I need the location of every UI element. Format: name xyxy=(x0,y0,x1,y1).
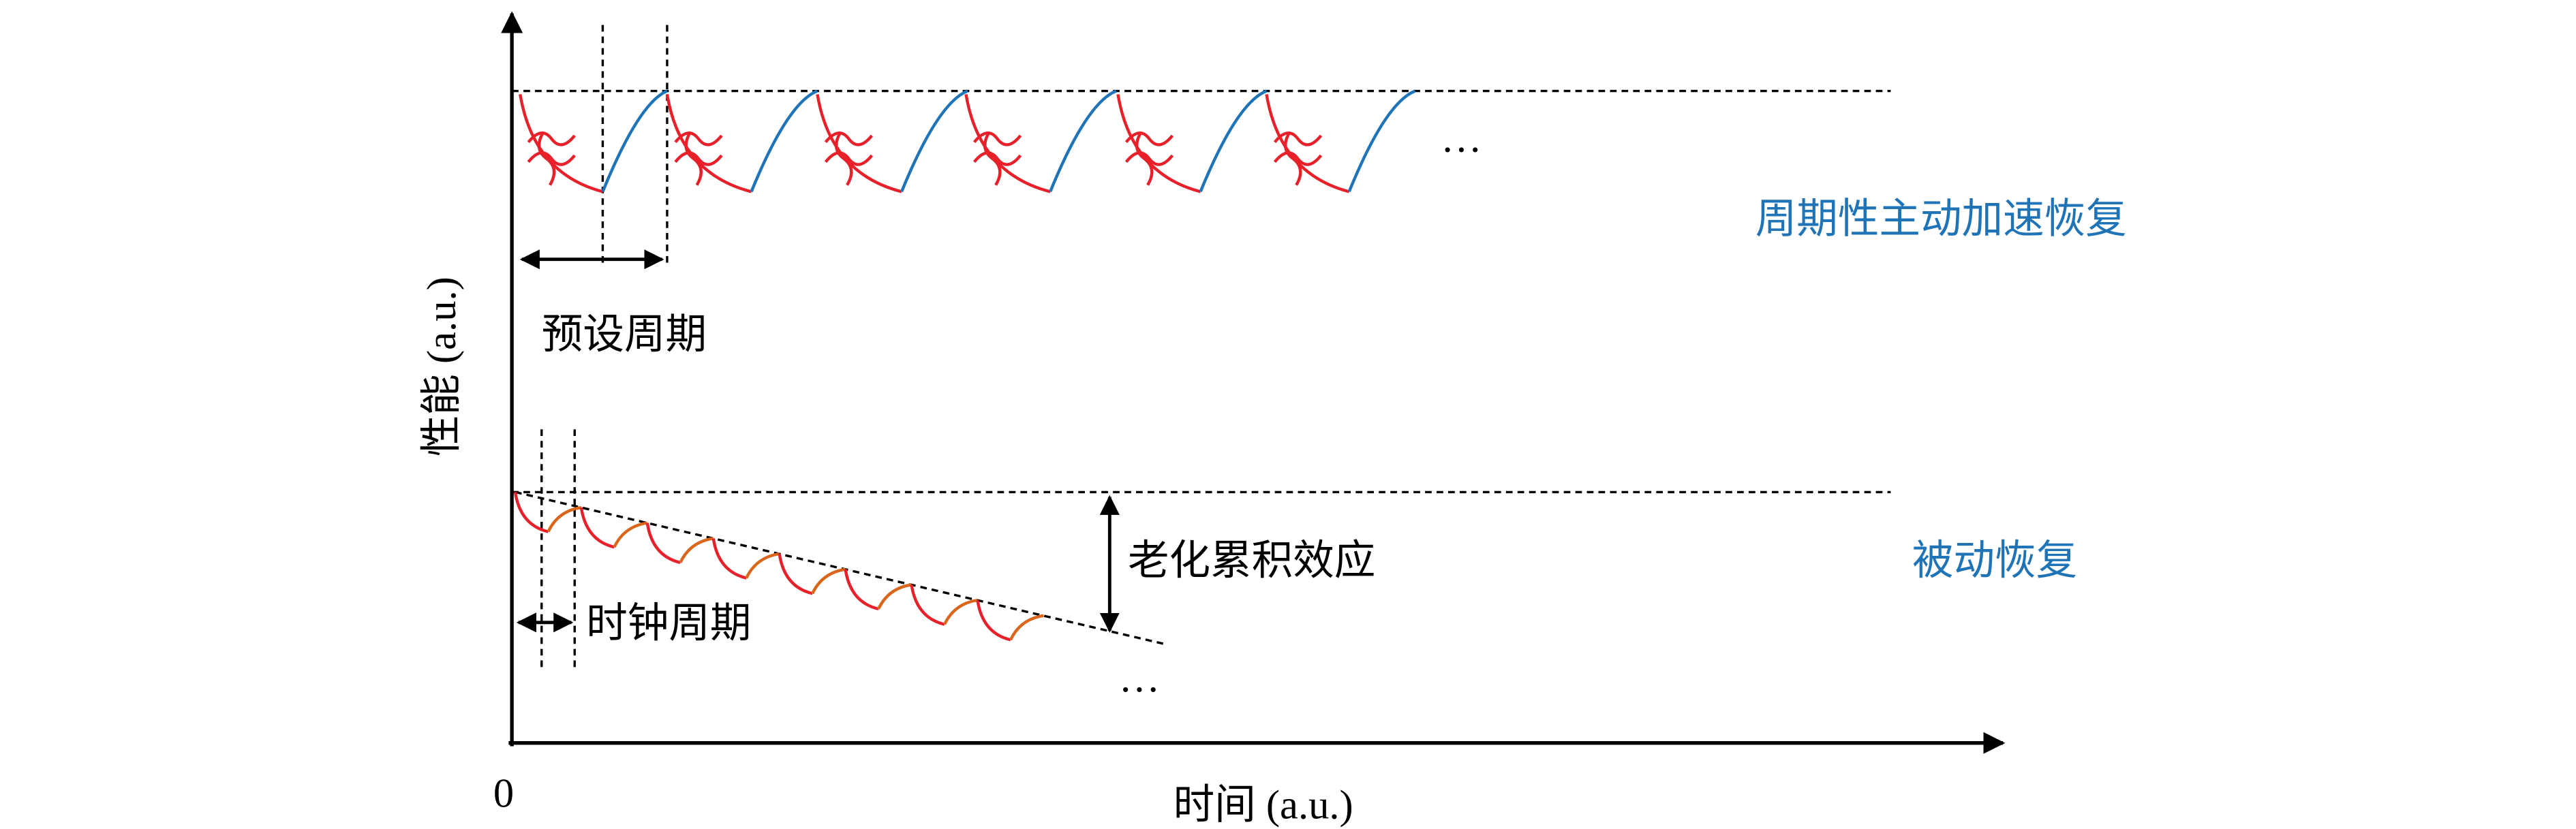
recovery-curve xyxy=(679,537,714,563)
recovery-curve xyxy=(1199,89,1268,193)
curves xyxy=(513,89,1416,642)
aging-label: 老化累积效应 xyxy=(1128,538,1375,584)
recovery-curve xyxy=(877,583,912,610)
wave-mark xyxy=(684,131,703,186)
wave-mark xyxy=(1124,131,1174,146)
wave-mark xyxy=(1273,151,1323,166)
degradation-curve xyxy=(711,538,747,580)
wave-mark xyxy=(983,131,1002,186)
ellipsis: … xyxy=(1119,655,1161,701)
x-axis-label: 时间 (a.u.) xyxy=(1174,783,1353,828)
passive-recovery-label: 被动恢复 xyxy=(1912,538,2077,584)
recovery-curve xyxy=(613,521,648,548)
wave-mark xyxy=(972,131,1022,146)
wave-mark xyxy=(1124,151,1174,166)
wave-mark xyxy=(527,131,576,146)
recovery-curve xyxy=(943,598,978,625)
wave-mark xyxy=(674,151,723,166)
wave-mark xyxy=(537,131,556,186)
recovery-curve xyxy=(1049,89,1117,193)
wave-mark xyxy=(835,131,853,186)
wave-mark xyxy=(1135,131,1154,186)
degradation-curve xyxy=(579,507,615,549)
degradation-curve xyxy=(816,94,902,193)
wave-mark xyxy=(674,131,723,146)
recovery-curve xyxy=(1009,614,1044,641)
aging-trend xyxy=(515,490,1165,645)
wave-mark xyxy=(1284,131,1302,186)
degradation-curve xyxy=(1116,94,1201,193)
recovery-curve xyxy=(750,89,818,193)
wave-mark xyxy=(972,151,1022,166)
y-axis-label: 性能 (a.u.) xyxy=(419,277,465,456)
period-label: 预设周期 xyxy=(542,312,707,358)
wave-mark xyxy=(824,131,874,146)
ellipsis: … xyxy=(1441,116,1482,161)
recovery-curve xyxy=(745,552,780,579)
clock-label: 时钟周期 xyxy=(586,601,751,646)
degradation-curve xyxy=(910,584,945,626)
degradation-curve xyxy=(513,492,549,533)
degradation-curve xyxy=(519,94,603,193)
recovery-curve xyxy=(547,505,582,533)
origin-label: 0 xyxy=(493,771,514,817)
degradation-curve xyxy=(964,94,1051,193)
recovery-curve xyxy=(1347,89,1416,193)
degradation-curve xyxy=(1265,94,1350,193)
degradation-curve xyxy=(778,553,813,595)
active-recovery-label: 周期性主动加速恢复 xyxy=(1755,196,2127,242)
recovery-curve xyxy=(601,89,668,193)
wave-mark xyxy=(527,151,576,166)
recovery-curve xyxy=(811,567,846,595)
recovery-curve xyxy=(900,89,968,193)
degradation-curve xyxy=(976,599,1011,642)
degradation-curve xyxy=(645,522,681,565)
degradation-curve xyxy=(844,569,879,611)
wave-mark xyxy=(824,151,874,166)
wave-mark xyxy=(1273,131,1323,146)
degradation-curve xyxy=(665,94,752,193)
